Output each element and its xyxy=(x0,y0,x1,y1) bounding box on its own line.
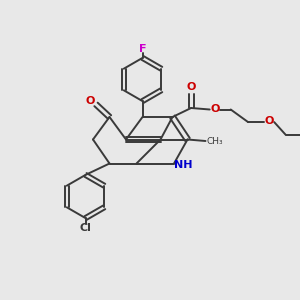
Text: NH: NH xyxy=(174,160,192,170)
Text: O: O xyxy=(186,82,196,92)
Text: F: F xyxy=(139,44,146,54)
Text: O: O xyxy=(210,103,220,114)
Text: CH₃: CH₃ xyxy=(206,136,223,146)
Text: O: O xyxy=(86,96,95,106)
Text: O: O xyxy=(264,116,274,126)
Text: Cl: Cl xyxy=(80,223,92,233)
